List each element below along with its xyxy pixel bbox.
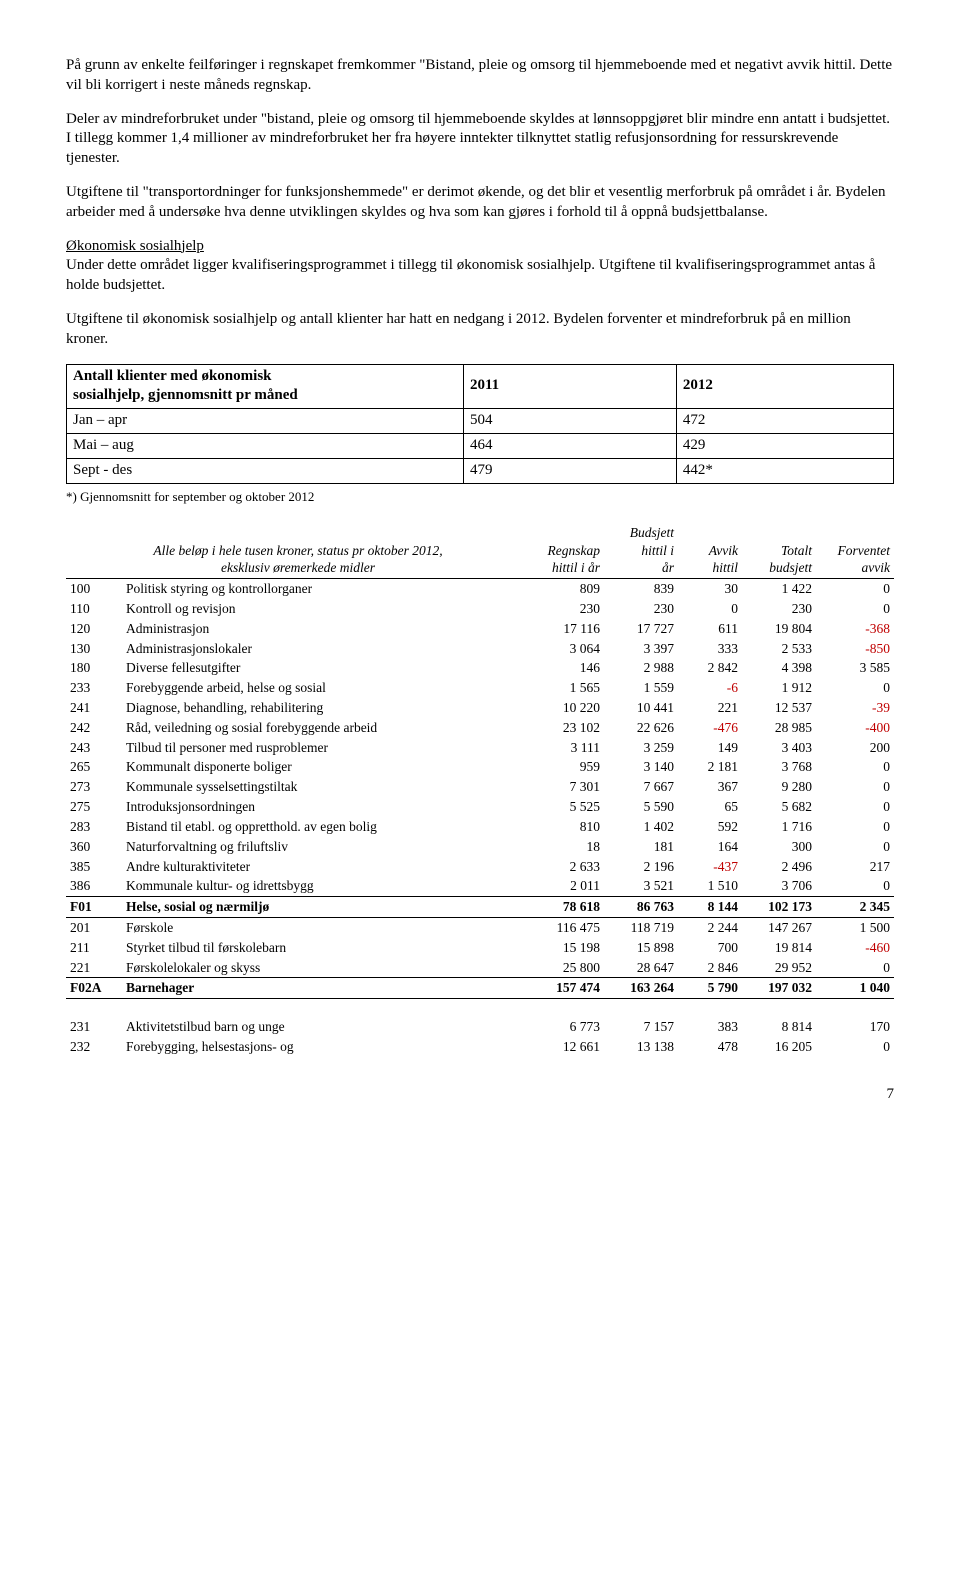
section-heading: Økonomisk sosialhjelp — [66, 238, 204, 254]
table-row: 110Kontroll og revisjon23023002300 — [66, 599, 894, 619]
table-row: 130Administrasjonslokaler3 0643 3973332 … — [66, 639, 894, 659]
table-row: 360Naturforvaltning og friluftsliv181811… — [66, 837, 894, 857]
table-row: 120Administrasjon17 11617 72761119 804-3… — [66, 619, 894, 639]
table-row: 180Diverse fellesutgifter1462 9882 8424 … — [66, 658, 894, 678]
table-row: 385Andre kulturaktiviteter2 6332 196-437… — [66, 857, 894, 877]
t1-h0a: Antall klienter med økonomisk — [73, 368, 272, 384]
table-row: 273Kommunale sysselsettingstiltak7 3017 … — [66, 777, 894, 797]
table-row: 265Kommunalt disponerte boliger9593 1402… — [66, 757, 894, 777]
t2-hdesc2: eksklusiv øremerkede midler — [221, 560, 375, 575]
table-row: 233Forebyggende arbeid, helse og sosial1… — [66, 678, 894, 698]
table-row: Mai – aug464429 — [67, 433, 894, 458]
paragraph-2: Deler av mindreforbruket under "bistand,… — [66, 110, 894, 169]
table-row: 232Forebygging, helsestasjons- og12 6611… — [66, 1037, 894, 1057]
table-row: 243Tilbud til personer med rusproblemer3… — [66, 738, 894, 758]
table-row: 241Diagnose, behandling, rehabilitering1… — [66, 698, 894, 718]
table-row: Sept - des479442* — [67, 458, 894, 483]
table-row: 201Førskole116 475118 7192 244147 2671 5… — [66, 917, 894, 937]
table-row: 386Kommunale kultur- og idrettsbygg2 011… — [66, 876, 894, 896]
page-number: 7 — [66, 1085, 894, 1105]
table-row: 211Styrket tilbud til førskolebarn15 198… — [66, 938, 894, 958]
t1-h2: 2012 — [676, 364, 893, 409]
table-row: F01Helse, sosial og nærmiljø78 61886 763… — [66, 897, 894, 918]
paragraph-1: På grunn av enkelte feilføringer i regns… — [66, 56, 894, 96]
t1-note: *) Gjennomsnitt for september og oktober… — [66, 488, 894, 505]
table-row: 231Aktivitetstilbud barn og unge6 7737 1… — [66, 1017, 894, 1037]
table-row: 275Introduksjonsordningen5 5255 590655 6… — [66, 797, 894, 817]
paragraph-4: Under dette området ligger kvalifisering… — [66, 257, 875, 293]
section-ok-sosialhjelp: Økonomisk sosialhjelp Under dette område… — [66, 237, 894, 296]
budget-table-extra: 231Aktivitetstilbud barn og unge6 7737 1… — [66, 1017, 894, 1057]
paragraph-3: Utgiftene til "transportordninger for fu… — [66, 183, 894, 223]
table-row: F02ABarnehager157 474163 2645 790197 032… — [66, 978, 894, 999]
table-row: Jan – apr504472 — [67, 409, 894, 434]
table-row: 221Førskolelokaler og skyss25 80028 6472… — [66, 958, 894, 978]
klienter-table: Antall klienter med økonomisk sosialhjel… — [66, 364, 894, 484]
budget-table: Alle beløp i hele tusen kroner, status p… — [66, 523, 894, 1000]
paragraph-5: Utgiftene til økonomisk sosialhjelp og a… — [66, 310, 894, 350]
t1-h1: 2011 — [463, 364, 676, 409]
table-row: 283Bistand til etabl. og oppretthold. av… — [66, 817, 894, 837]
table-row: 242Råd, veiledning og sosial forebyggend… — [66, 718, 894, 738]
t1-h0b: sosialhjelp, gjennomsnitt pr måned — [73, 387, 298, 403]
table-row: 100Politisk styring og kontrollorganer80… — [66, 579, 894, 599]
t2-hdesc1: Alle beløp i hele tusen kroner, status p… — [153, 543, 442, 558]
